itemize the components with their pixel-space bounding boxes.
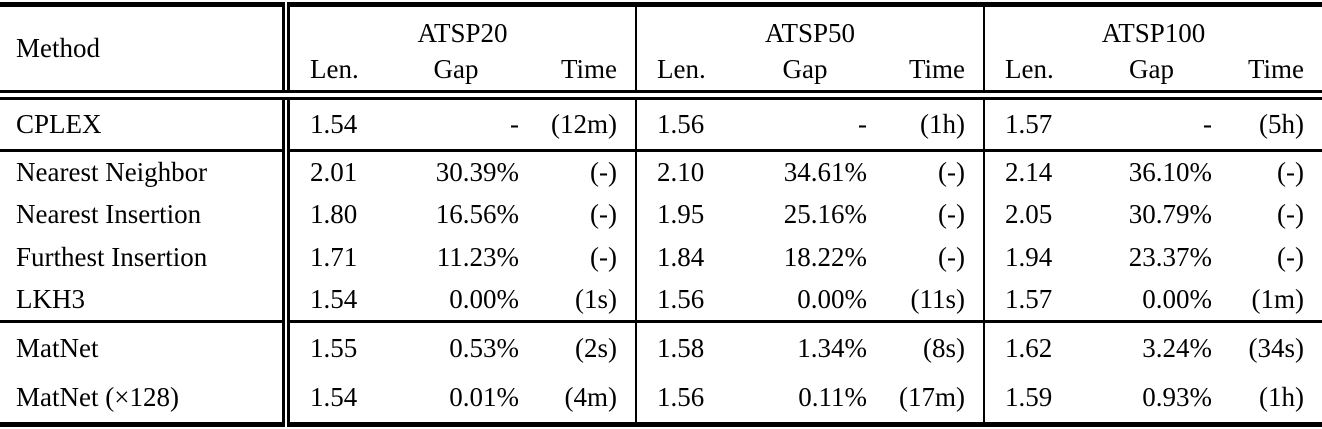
column-header-gap-atsp50: Gap <box>782 54 828 84</box>
cell-len: 2.10 <box>657 156 705 187</box>
cell-time: (1m) <box>1251 283 1305 314</box>
column-header-len-atsp20: Len. <box>310 54 359 84</box>
cell-gap: 1.34% <box>797 332 868 363</box>
group-header-row: Method ATSP20 ATSP50 ATSP100 <box>0 4 1322 95</box>
cell-time: (-) <box>531 235 638 279</box>
method-cell: Nearest Neighbor <box>0 150 290 194</box>
table-row-matnet: MatNet 1.55 0.53% (2s) 1.58 1.34% (8s) 1… <box>0 321 1322 374</box>
cell-time: (12m) <box>531 94 638 151</box>
cell-len: 1.56 <box>657 108 705 139</box>
method-cell: LKH3 <box>0 278 290 322</box>
table-row-lkh3: LKH3 1.54 0.00% (1s) 1.56 0.00% (11s) 1.… <box>0 278 1322 322</box>
cell-time: (-) <box>879 235 986 279</box>
cell-gap: - <box>510 108 519 139</box>
cell-len: 1.54 <box>310 382 358 413</box>
column-header-gap-atsp20: Gap <box>433 54 479 84</box>
method-cell: Furthest Insertion <box>0 235 290 279</box>
cell-len: 1.56 <box>657 283 705 314</box>
cell-len: 1.84 <box>657 241 705 272</box>
cell-gap: 0.93% <box>1142 382 1213 413</box>
cell-gap: 16.56% <box>435 198 519 229</box>
cell-len: 1.58 <box>657 332 705 363</box>
cell-time: (1h) <box>879 94 986 151</box>
cell-time: (-) <box>1277 156 1305 187</box>
cell-gap: 0.53% <box>449 332 519 363</box>
column-header-gap-atsp100: Gap <box>1129 54 1175 84</box>
method-cell: Nearest Insertion <box>0 193 290 236</box>
cell-time: (1s) <box>531 278 638 322</box>
cell-time: (8s) <box>879 321 986 374</box>
cell-time: (34s) <box>1248 332 1305 363</box>
section-exact-solver: CPLEX 1.54 - (12m) 1.56 - (1h) 1.57 - (5… <box>0 94 1322 151</box>
group-header-atsp50: ATSP50 <box>636 4 986 50</box>
cell-len: 1.54 <box>310 108 358 139</box>
method-column-header: Method <box>0 4 290 95</box>
cell-time: (-) <box>879 150 986 194</box>
cell-gap: 34.61% <box>783 156 868 187</box>
column-header-time-atsp50: Time <box>879 49 986 95</box>
cell-len: 1.71 <box>310 241 358 272</box>
cell-gap: 30.79% <box>1128 198 1213 229</box>
cell-gap: 0.00% <box>1142 283 1213 314</box>
cell-len: 1.95 <box>657 198 705 229</box>
table-row-nearest-neighbor: Nearest Neighbor 2.01 30.39% (-) 2.10 34… <box>0 150 1322 194</box>
cell-gap: 0.11% <box>798 382 868 413</box>
cell-time: (-) <box>879 193 986 236</box>
method-cell: MatNet <box>0 321 290 374</box>
table-header: Method ATSP20 ATSP50 ATSP100 Len. Gap Ti… <box>0 4 1322 95</box>
cell-len: 1.55 <box>310 332 358 363</box>
section-heuristics: Nearest Neighbor 2.01 30.39% (-) 2.10 34… <box>0 150 1322 322</box>
section-matnet: MatNet 1.55 0.53% (2s) 1.58 1.34% (8s) 1… <box>0 321 1322 425</box>
cell-len: 1.62 <box>1005 332 1053 363</box>
cell-gap: 36.10% <box>1128 156 1213 187</box>
cell-gap: 3.24% <box>1142 332 1213 363</box>
cell-gap: 0.00% <box>449 283 519 314</box>
cell-gap: - <box>858 108 868 139</box>
method-cell: MatNet (×128) <box>0 373 290 425</box>
cell-time: (-) <box>531 193 638 236</box>
method-cell: CPLEX <box>0 94 290 151</box>
cell-time: (-) <box>1277 198 1305 229</box>
column-header-time-atsp100: Time <box>1248 54 1305 84</box>
cell-time: (5h) <box>1259 108 1305 139</box>
cell-gap: - <box>1203 108 1213 139</box>
group-header-atsp20: ATSP20 <box>286 4 638 50</box>
cell-len: 1.57 <box>1005 108 1053 139</box>
cell-time: (11s) <box>879 278 986 322</box>
table-row-nearest-insertion: Nearest Insertion 1.80 16.56% (-) 1.95 2… <box>0 193 1322 236</box>
cell-gap: 30.39% <box>435 156 519 187</box>
cell-time: (2s) <box>531 321 638 374</box>
cell-len: 2.05 <box>1005 198 1053 229</box>
cell-len: 1.56 <box>657 382 705 413</box>
cell-time: (-) <box>1277 241 1305 272</box>
cell-len: 1.59 <box>1005 382 1053 413</box>
group-header-atsp100: ATSP100 <box>1101 17 1206 48</box>
cell-len: 1.54 <box>310 283 358 314</box>
cell-gap: 25.16% <box>783 198 868 229</box>
cell-gap: 0.01% <box>449 382 519 413</box>
cell-len: 1.57 <box>1005 283 1053 314</box>
cell-gap: 18.22% <box>783 241 868 272</box>
table-row-furthest-insertion: Furthest Insertion 1.71 11.23% (-) 1.84 … <box>0 235 1322 279</box>
cell-time: (4m) <box>531 373 638 425</box>
cell-len: 2.01 <box>310 156 358 187</box>
cell-gap: 0.00% <box>797 283 868 314</box>
cell-gap: 23.37% <box>1128 241 1213 272</box>
column-header-len-atsp50: Len. <box>657 54 706 84</box>
cell-len: 2.14 <box>1005 156 1053 187</box>
table-row-cplex: CPLEX 1.54 - (12m) 1.56 - (1h) 1.57 - (5… <box>0 94 1322 151</box>
cell-gap: 11.23% <box>436 241 519 272</box>
cell-len: 1.94 <box>1005 241 1053 272</box>
column-header-len-atsp100: Len. <box>1005 54 1054 84</box>
cell-time: (17m) <box>879 373 986 425</box>
cell-time: (1h) <box>1259 382 1305 413</box>
subheader-row: Len. Gap Time Len. Gap Time Len. Gap Tim… <box>0 49 1322 95</box>
cell-time: (-) <box>531 150 638 194</box>
column-header-time-atsp20: Time <box>531 49 638 95</box>
table-row-matnet-x128: MatNet (×128) 1.54 0.01% (4m) 1.56 0.11%… <box>0 373 1322 425</box>
cell-len: 1.80 <box>310 198 358 229</box>
